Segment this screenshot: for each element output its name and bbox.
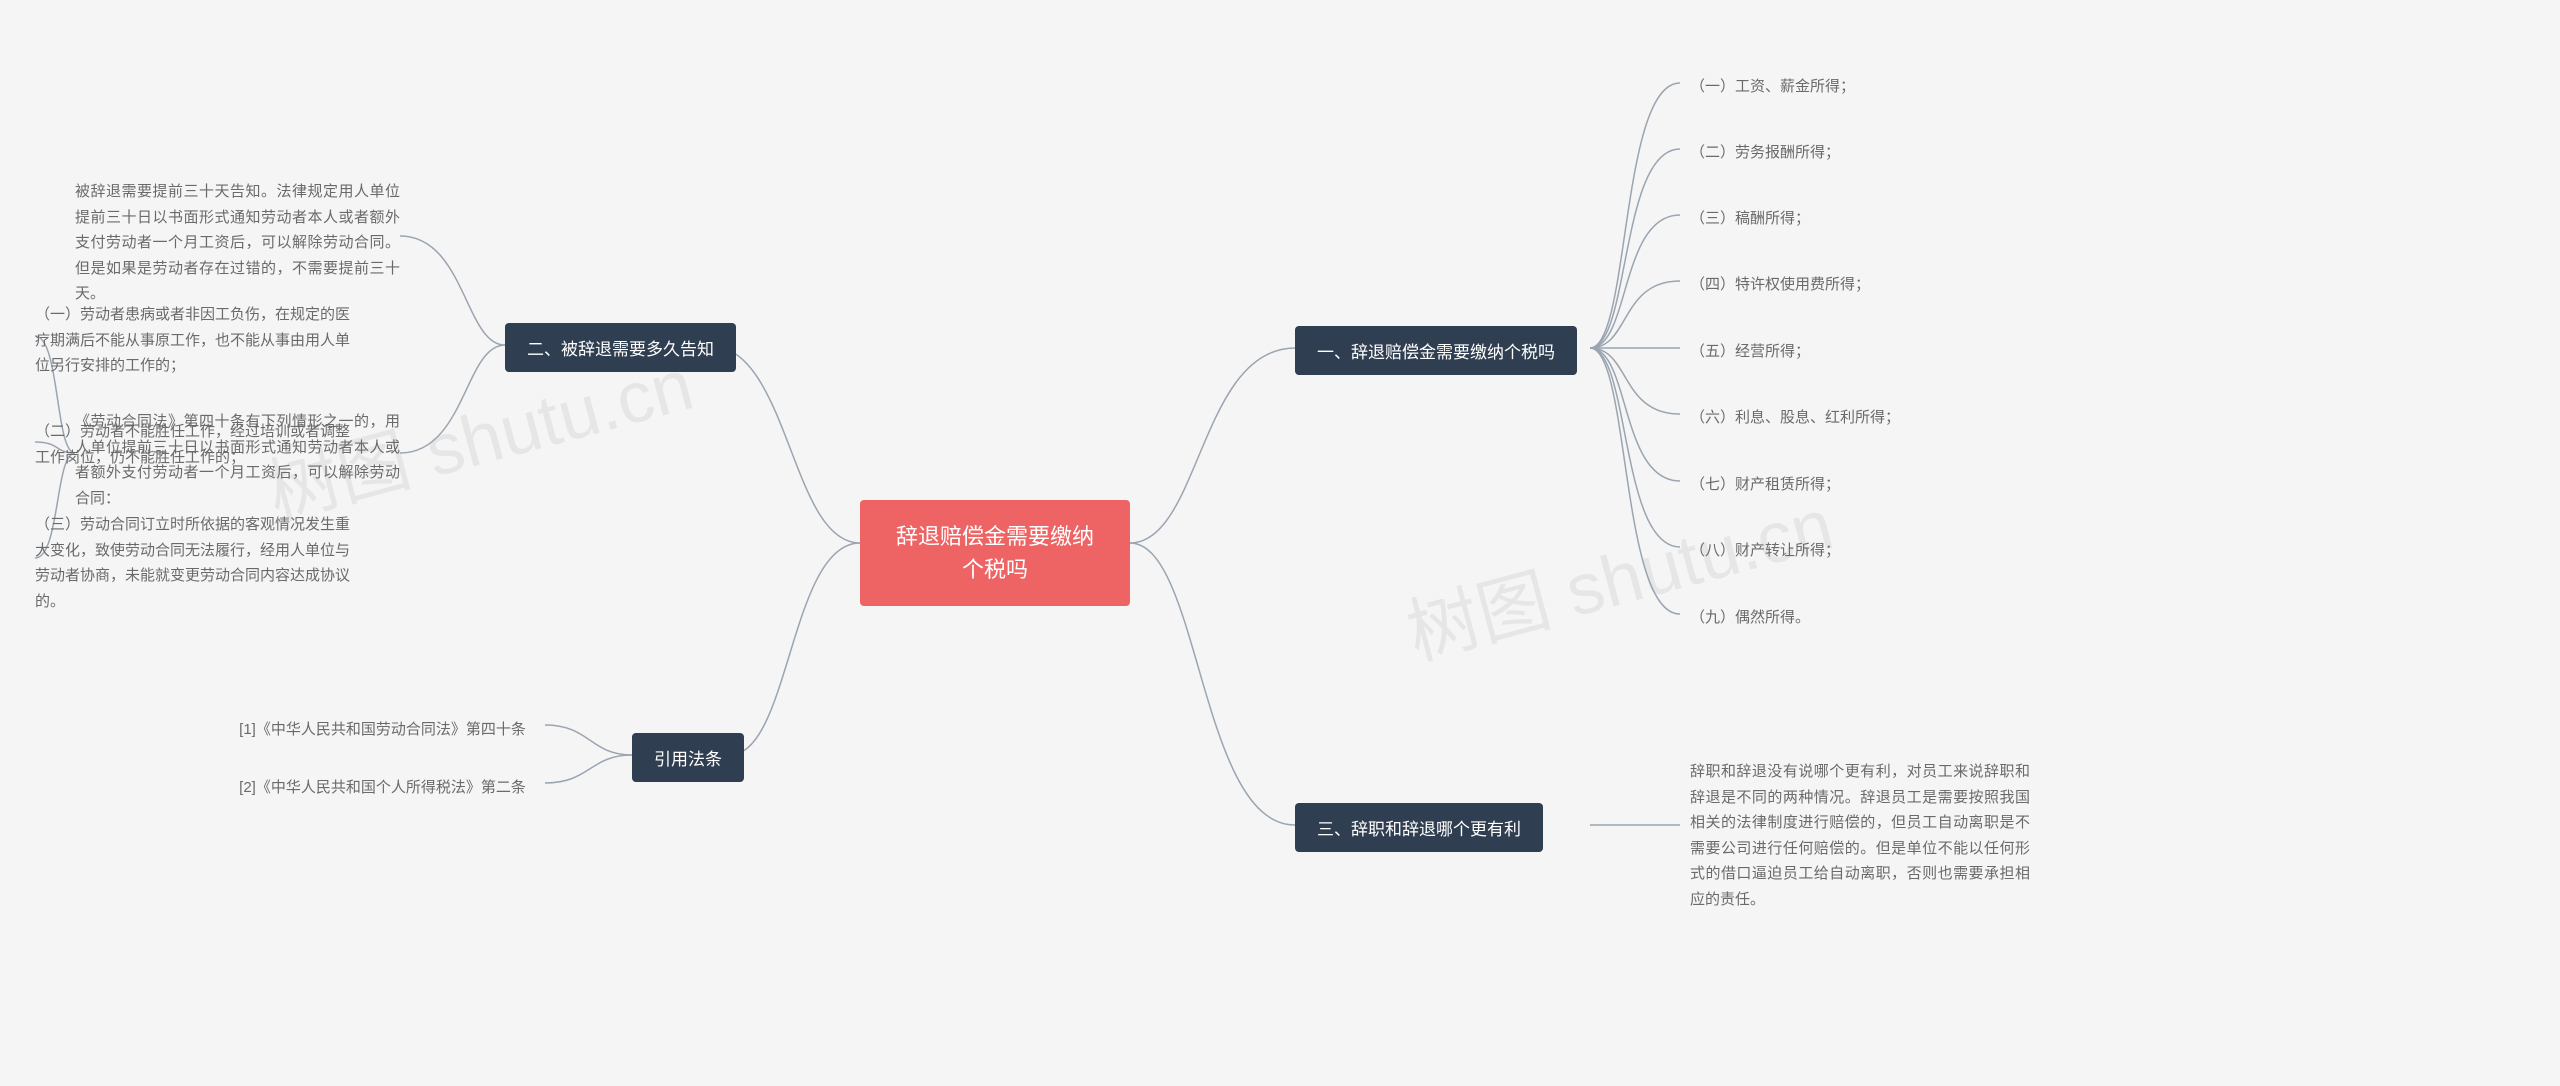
- leaf-text: （八）财产转让所得；: [1690, 538, 1840, 564]
- leaf-text: （五）经营所得；: [1690, 339, 1810, 365]
- branch-left-2: 引用法条: [632, 733, 744, 782]
- leaf: （四）特许权使用费所得；: [1690, 268, 1870, 302]
- leaf: （九）偶然所得。: [1690, 601, 1810, 635]
- branch-left-1: 二、被辞退需要多久告知: [505, 323, 736, 372]
- leaf-text: [2]《中华人民共和国个人所得税法》第二条: [239, 775, 526, 801]
- leaf-text: （二）劳务报酬所得；: [1690, 140, 1840, 166]
- leaf-text: （七）财产租赁所得；: [1690, 472, 1840, 498]
- leaf: 辞职和辞退没有说哪个更有利，对员工来说辞职和辞退是不同的两种情况。辞退员工是需要…: [1690, 755, 2030, 916]
- leaf-text: 被辞退需要提前三十天告知。法律规定用人单位提前三十日以书面形式通知劳动者本人或者…: [75, 179, 400, 307]
- leaf: （一）劳动者患病或者非因工负伤，在规定的医疗期满后不能从事原工作，也不能从事由用…: [35, 298, 350, 383]
- branch-label: 三、辞职和辞退哪个更有利: [1317, 815, 1521, 840]
- leaf: 被辞退需要提前三十天告知。法律规定用人单位提前三十日以书面形式通知劳动者本人或者…: [75, 175, 400, 311]
- leaf-text: 辞职和辞退没有说哪个更有利，对员工来说辞职和辞退是不同的两种情况。辞退员工是需要…: [1690, 759, 2030, 912]
- root-node: 辞退赔偿金需要缴纳个税吗: [860, 500, 1130, 606]
- branch-right-2: 三、辞职和辞退哪个更有利: [1295, 803, 1543, 852]
- leaf: [1]《中华人民共和国劳动合同法》第四十条: [220, 713, 545, 747]
- connector-lines: [0, 0, 2560, 1086]
- leaf: （六）利息、股息、红利所得；: [1690, 401, 1900, 435]
- leaf: （二）劳动者不能胜任工作，经过培训或者调整工作岗位，仍不能胜任工作的；: [35, 415, 350, 474]
- branch-label: 一、辞退赔偿金需要缴纳个税吗: [1317, 338, 1555, 363]
- leaf: （八）财产转让所得；: [1690, 534, 1840, 568]
- leaf: （一）工资、薪金所得；: [1690, 70, 1855, 104]
- leaf-text: [1]《中华人民共和国劳动合同法》第四十条: [239, 717, 526, 743]
- branch-label: 二、被辞退需要多久告知: [527, 335, 714, 360]
- leaf: [2]《中华人民共和国个人所得税法》第二条: [220, 771, 545, 805]
- leaf-text: （九）偶然所得。: [1690, 605, 1810, 631]
- leaf: （五）经营所得；: [1690, 335, 1810, 369]
- leaf-text: （三）稿酬所得；: [1690, 206, 1810, 232]
- leaf: （七）财产租赁所得；: [1690, 468, 1840, 502]
- branch-label: 引用法条: [654, 745, 722, 770]
- leaf-text: （二）劳动者不能胜任工作，经过培训或者调整工作岗位，仍不能胜任工作的；: [35, 419, 350, 470]
- leaf-text: （一）工资、薪金所得；: [1690, 74, 1855, 100]
- leaf-text: （三）劳动合同订立时所依据的客观情况发生重大变化，致使劳动合同无法履行，经用人单…: [35, 512, 350, 614]
- leaf: （三）劳动合同订立时所依据的客观情况发生重大变化，致使劳动合同无法履行，经用人单…: [35, 508, 350, 618]
- leaf-text: （六）利息、股息、红利所得；: [1690, 405, 1900, 431]
- leaf-text: （四）特许权使用费所得；: [1690, 272, 1870, 298]
- branch-right-1: 一、辞退赔偿金需要缴纳个税吗: [1295, 326, 1577, 375]
- root-label: 辞退赔偿金需要缴纳个税吗: [888, 520, 1102, 586]
- leaf: （三）稿酬所得；: [1690, 202, 1810, 236]
- leaf: （二）劳务报酬所得；: [1690, 136, 1840, 170]
- leaf-text: （一）劳动者患病或者非因工负伤，在规定的医疗期满后不能从事原工作，也不能从事由用…: [35, 302, 350, 379]
